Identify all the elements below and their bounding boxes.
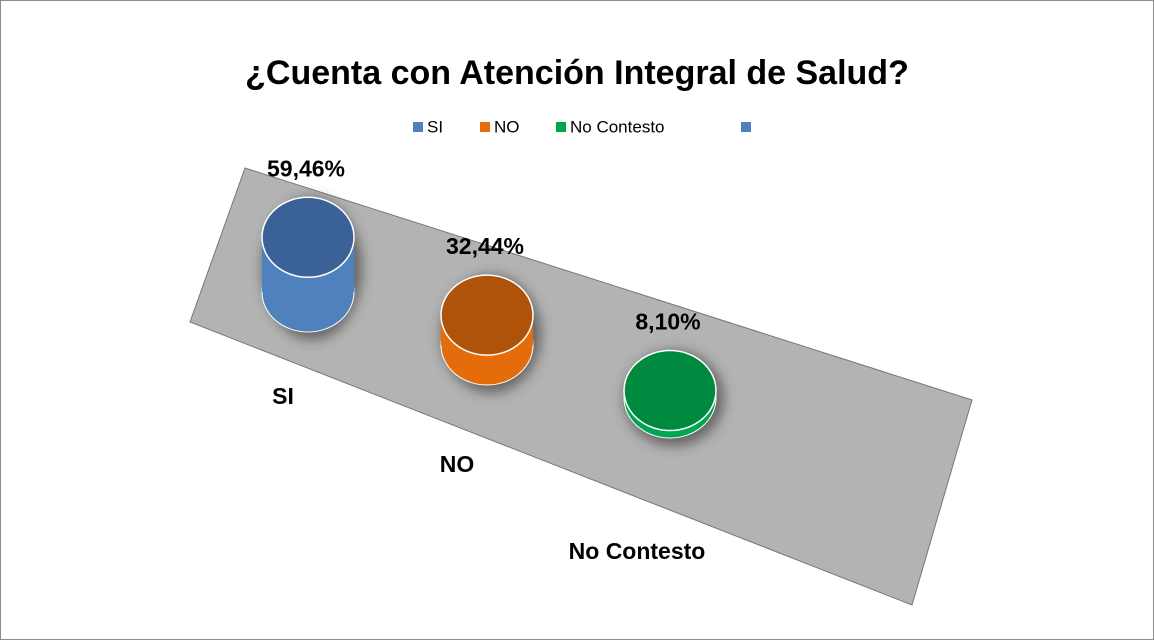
value-label: 8,10%: [635, 309, 700, 335]
cylinder: [261, 196, 362, 340]
value-label: 32,44%: [446, 233, 524, 259]
cylinder-top: [440, 274, 534, 356]
cylinder: [440, 274, 541, 393]
legend-swatch: [413, 122, 423, 132]
cylinder-top: [261, 196, 355, 279]
legend-swatch: [480, 122, 490, 132]
legend-swatch: [741, 122, 751, 132]
cylinder: [623, 349, 724, 446]
legend-label: SI: [427, 117, 443, 136]
chart-title: ¿Cuenta con Atención Integral de Salud?: [245, 54, 909, 92]
category-label: No Contesto: [569, 538, 706, 564]
floor-plane: [189, 167, 973, 606]
cylinder-top: [623, 349, 717, 432]
legend-swatch: [556, 122, 566, 132]
category-label: NO: [440, 451, 475, 477]
legend-label: NO: [494, 117, 520, 136]
legend-label: No Contesto: [570, 117, 665, 136]
value-label: 59,46%: [267, 155, 345, 181]
category-label: SI: [272, 383, 294, 409]
